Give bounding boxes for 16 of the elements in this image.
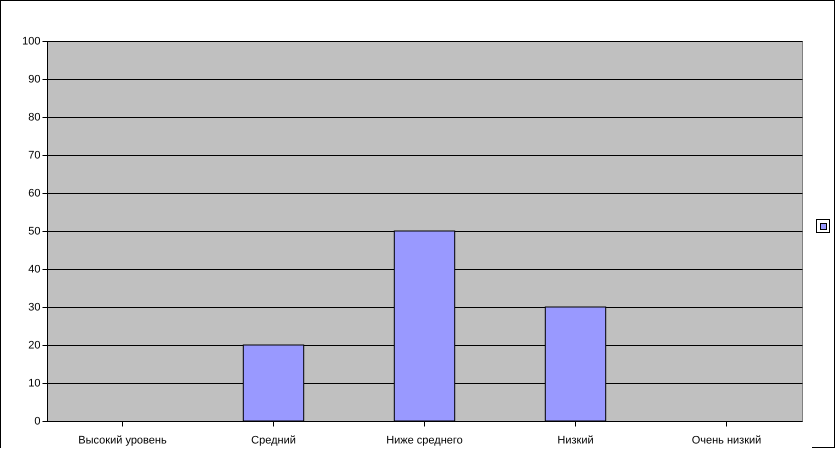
y-tick-label: 40	[28, 264, 40, 276]
y-tick-label: 10	[28, 378, 40, 390]
y-tick-label: 30	[28, 302, 40, 314]
x-tick-label: Ниже среднего	[386, 434, 463, 446]
y-tick-label: 90	[28, 74, 40, 86]
x-tick-label: Высокий уровень	[78, 434, 167, 446]
y-tick-label: 20	[28, 340, 40, 352]
y-tick-label: 100	[22, 36, 40, 48]
x-tick-label: Низкий	[557, 434, 594, 446]
y-tick-label: 80	[28, 112, 40, 124]
x-tick-label: Средний	[251, 434, 296, 446]
x-tick-label: Очень низкий	[692, 434, 762, 446]
y-tick-label: 50	[28, 226, 40, 238]
y-tick-label: 0	[34, 416, 40, 428]
y-tick-label: 60	[28, 188, 40, 200]
y-tick-label: 70	[28, 150, 40, 162]
